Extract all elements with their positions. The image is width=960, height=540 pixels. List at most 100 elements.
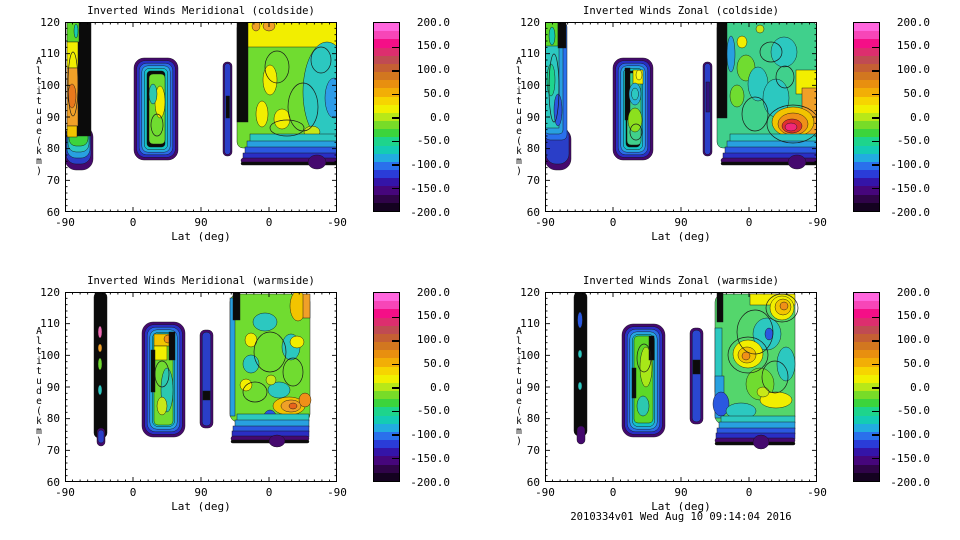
colorbar-band	[854, 104, 879, 113]
y-tick-label: 90	[526, 110, 540, 124]
y-tick-label: 100	[40, 348, 60, 362]
colorbar-tick-label: 100.0	[416, 63, 450, 76]
colorbar-band	[374, 391, 399, 400]
colorbar-band	[854, 72, 879, 81]
y-tick-label: 80	[46, 142, 60, 156]
x-tick-label: -90	[535, 486, 555, 499]
colorbar-band	[374, 39, 399, 48]
colorbar-tick-label: 0.0	[430, 110, 450, 124]
colorbar-tick	[392, 434, 399, 436]
colorbar-tick	[392, 187, 399, 189]
colorbar-tick-label: -50.0	[896, 404, 930, 418]
colorbar-tick-label: 150.0	[896, 309, 930, 323]
colorbar-band	[374, 366, 399, 375]
y-tick-label: 100	[40, 78, 60, 92]
plot-timestamp: 2010334v01 Wed Aug 10 09:14:04 2016	[570, 511, 792, 523]
y-tick-label: 60	[526, 475, 540, 489]
x-tick-label: -90	[535, 216, 555, 229]
colorbar-band	[854, 129, 879, 138]
colorbar-band	[854, 80, 879, 89]
colorbar-band	[374, 440, 399, 449]
y-tick-label: 120	[520, 15, 540, 29]
colorbar-band	[374, 145, 399, 154]
colorbar-band	[374, 137, 399, 146]
colorbar-tick	[872, 387, 879, 389]
colorbar-band	[374, 431, 399, 441]
colorbar-band	[854, 63, 879, 73]
y-tick-label: 60	[46, 475, 60, 489]
colorbar-band	[854, 112, 879, 122]
colorbar-tick-label: -50.0	[416, 404, 450, 418]
colorbar-band	[854, 39, 879, 48]
colorbar-tick-label: 0.0	[430, 380, 450, 394]
colorbar-tick-label: -100.0	[410, 158, 450, 171]
colorbar-band	[854, 423, 879, 432]
colorbar-band	[854, 161, 879, 171]
colorbar-tick-label: -200.0	[890, 205, 930, 219]
colorbar-band	[854, 145, 879, 154]
x-tick-label: 90	[194, 486, 208, 499]
colorbar-band	[374, 415, 399, 424]
colorbar-tick-label: 150.0	[416, 309, 450, 323]
colorbar-band	[374, 153, 399, 162]
colorbar-tick-label: 0.0	[910, 380, 930, 394]
colorbar-tick	[872, 340, 879, 342]
colorbar-tick	[872, 434, 879, 436]
colorbar-band	[854, 121, 879, 130]
contour-panel-meridional-coldside: Inverted Winds Meridional (coldside) 120 1…	[0, 0, 480, 270]
y-tick-label: 80	[46, 412, 60, 426]
x-tick-label: -90	[327, 486, 347, 499]
colorbar-band	[854, 317, 879, 326]
contour-panel-zonal-coldside: Inverted Winds Zonal (coldside) 120 110 100…	[480, 0, 960, 270]
colorbar-band	[374, 350, 399, 359]
colorbar-tick	[392, 387, 399, 389]
colorbar-band	[854, 440, 879, 449]
colorbar-band	[374, 161, 399, 171]
colorbar-tick	[392, 363, 399, 365]
colorbar-tick	[392, 316, 399, 318]
y-tick-label: 100	[520, 348, 540, 362]
colorbar-band	[854, 415, 879, 424]
x-tick-label: 0	[129, 486, 137, 499]
colorbar-band	[854, 96, 879, 105]
colorbar-band	[854, 31, 879, 40]
colorbar-band	[854, 194, 879, 203]
x-tick-label: -90	[55, 486, 75, 499]
colorbar-band	[374, 358, 399, 367]
x-axis-label: Lat (deg)	[651, 500, 711, 513]
colorbar-tick	[392, 117, 399, 119]
x-tick-label: 0	[265, 486, 273, 499]
x-tick-label: 90	[194, 216, 208, 229]
y-tick-label: 110	[40, 317, 60, 331]
y-tick-label: 120	[40, 285, 60, 299]
colorbar-band	[374, 333, 399, 343]
colorbar	[853, 292, 880, 482]
colorbar-tick-label: -200.0	[410, 475, 450, 489]
colorbar-band	[854, 464, 879, 473]
colorbar-band	[854, 88, 879, 97]
colorbar-band	[374, 423, 399, 432]
colorbar-band	[374, 104, 399, 113]
colorbar-band	[374, 472, 399, 481]
panel-title: Inverted Winds Zonal (warmside)	[583, 275, 779, 287]
x-axis-label: Lat (deg)	[171, 230, 231, 243]
colorbar-tick-label: 200.0	[416, 15, 450, 29]
colorbar-band	[854, 333, 879, 343]
colorbar-tick-label: -100.0	[890, 158, 930, 171]
colorbar-band	[374, 121, 399, 130]
contour-field-svg	[65, 292, 337, 482]
y-tick-label: 80	[526, 142, 540, 156]
colorbar-band	[374, 178, 399, 187]
y-tick-label: 70	[46, 443, 60, 457]
colorbar-band	[374, 129, 399, 138]
colorbar-tick	[392, 93, 399, 95]
colorbar-tick-label: 200.0	[896, 285, 930, 299]
colorbar-band	[854, 431, 879, 441]
x-tick-label: 0	[265, 216, 273, 229]
x-tick-label: 90	[674, 216, 688, 229]
y-tick-label: 100	[520, 78, 540, 92]
colorbar-band	[854, 202, 879, 211]
